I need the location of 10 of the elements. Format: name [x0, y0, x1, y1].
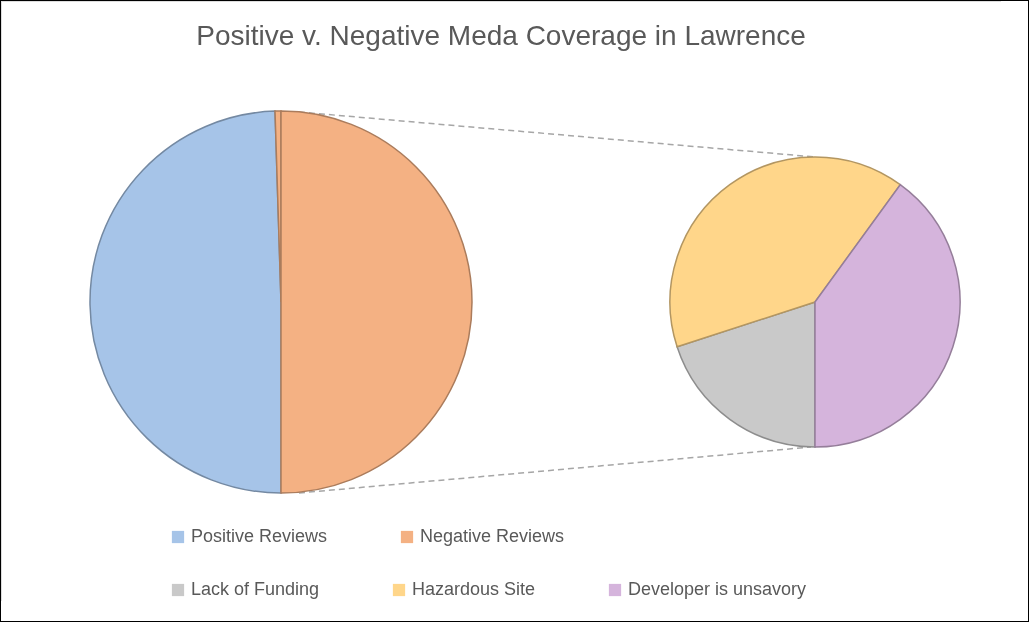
pie-slice — [676, 301, 816, 448]
legend-label: Hazardous Site — [412, 579, 536, 599]
pie-slice — [89, 110, 282, 494]
legend-label: Lack of Funding — [191, 579, 320, 599]
pie-slice — [669, 156, 901, 348]
legend-label: Positive Reviews — [191, 526, 328, 546]
legend-label: Negative Reviews — [420, 526, 565, 546]
chart-title: Positive v. Negative Meda Coverage in Lawrence — [196, 20, 806, 51]
legend-label: Developer is unsavory — [628, 579, 807, 599]
pie-slice — [814, 183, 961, 448]
